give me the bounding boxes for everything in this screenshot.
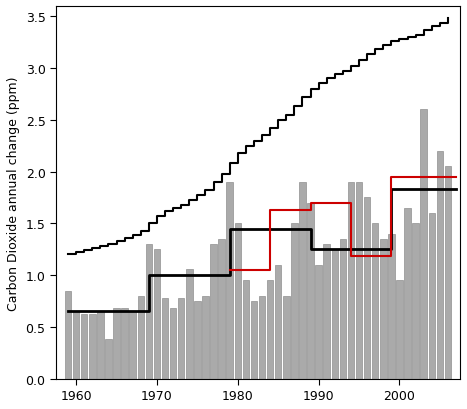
Bar (129, 312, 136, 379)
Bar (162, 298, 168, 379)
Y-axis label: Carbon Dioxide annual change (ppm): Carbon Dioxide annual change (ppm) (7, 76, 20, 310)
Bar (202, 296, 209, 379)
Bar (307, 203, 314, 379)
Bar (372, 224, 378, 379)
Bar (396, 281, 403, 379)
Bar (315, 265, 322, 379)
Bar (73, 312, 79, 379)
Bar (388, 234, 395, 379)
Bar (186, 269, 192, 379)
Bar (138, 296, 144, 379)
Bar (178, 298, 184, 379)
Bar (121, 308, 128, 379)
Bar (364, 198, 370, 379)
Bar (324, 245, 330, 379)
Bar (234, 224, 241, 379)
Bar (97, 312, 104, 379)
Bar (429, 213, 435, 379)
Bar (380, 239, 387, 379)
Bar (299, 182, 306, 379)
Bar (210, 245, 217, 379)
Bar (105, 339, 112, 379)
Bar (291, 224, 297, 379)
Bar (170, 308, 177, 379)
Bar (412, 224, 419, 379)
Bar (445, 167, 451, 379)
Bar (146, 245, 152, 379)
Bar (154, 249, 160, 379)
Bar (420, 110, 427, 379)
Bar (219, 239, 225, 379)
Bar (267, 281, 273, 379)
Bar (65, 291, 71, 379)
Bar (251, 301, 257, 379)
Bar (81, 315, 87, 379)
Bar (243, 281, 249, 379)
Bar (283, 296, 290, 379)
Bar (89, 315, 96, 379)
Bar (259, 296, 265, 379)
Bar (275, 265, 282, 379)
Bar (332, 249, 338, 379)
Bar (348, 182, 354, 379)
Bar (356, 182, 362, 379)
Bar (226, 182, 233, 379)
Bar (113, 308, 120, 379)
Bar (404, 208, 411, 379)
Bar (437, 151, 443, 379)
Bar (340, 239, 346, 379)
Bar (194, 301, 201, 379)
